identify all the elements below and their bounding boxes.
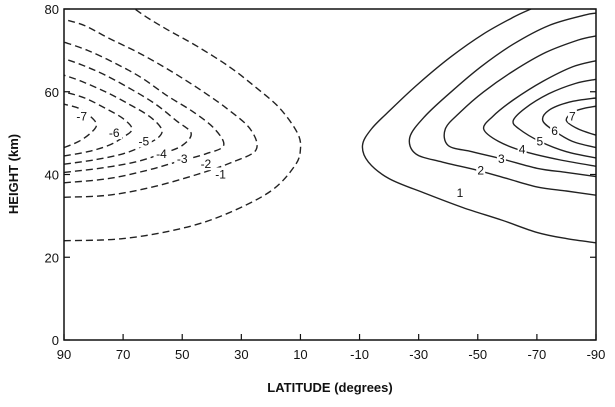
- contour-label: 7: [569, 110, 576, 124]
- contour-label: -4: [156, 147, 167, 161]
- x-tick-label: 50: [175, 347, 189, 362]
- x-axis-ticks: 90 70 50 30 10 -10 -30 -50 -70 -90: [57, 334, 606, 362]
- contour-label-background: [73, 109, 90, 123]
- contour-label: 2: [477, 163, 484, 177]
- x-tick-label: 30: [234, 347, 248, 362]
- contour-label-background: [174, 151, 191, 165]
- negative-contour-minus6: [63, 91, 133, 157]
- contour-label: 5: [536, 134, 543, 148]
- y-axis-ticks: 0 20 40 60 80: [45, 2, 596, 348]
- contour-label: -1: [215, 168, 226, 182]
- positive-contour-1: [361, 8, 597, 244]
- x-axis-title: LATITUDE (degrees): [267, 380, 392, 395]
- x-tick-label: 70: [116, 347, 130, 362]
- contour-label-background: [135, 134, 152, 148]
- x-tick-label: -30: [409, 347, 428, 362]
- contour-label: -5: [138, 134, 149, 148]
- contour-label: -6: [109, 126, 120, 140]
- positive-contour-4: [482, 60, 597, 167]
- contour-label: -3: [177, 152, 188, 166]
- contour-lines: [63, 8, 597, 244]
- negative-contour-minus3: [63, 41, 225, 184]
- y-axis-title: HEIGHT (km): [6, 134, 21, 214]
- positive-contour-2: [408, 12, 597, 196]
- contour-label-background: [197, 157, 214, 171]
- contour-label-background: [496, 151, 506, 165]
- x-tick-label: 90: [57, 347, 71, 362]
- contour-label-background: [517, 142, 527, 156]
- contour-label: 6: [551, 124, 558, 138]
- contour-label: -2: [201, 157, 212, 171]
- x-tick-label: -10: [350, 347, 369, 362]
- contour-label-background: [106, 126, 123, 140]
- y-tick-label: 40: [45, 168, 59, 183]
- plot-frame: [63, 8, 597, 341]
- contour-label-background: [567, 109, 577, 123]
- contour-label: 3: [498, 152, 505, 166]
- negative-contour-minus7: [63, 103, 98, 149]
- y-tick-label: 60: [45, 85, 59, 100]
- y-tick-label: 80: [45, 2, 59, 17]
- negative-contour-minus4: [63, 58, 192, 174]
- contour-label-background: [212, 167, 229, 181]
- y-tick-label: 0: [52, 333, 59, 348]
- contour-label-background: [476, 163, 486, 177]
- x-tick-label: 10: [293, 347, 307, 362]
- contour-label-background: [550, 124, 560, 138]
- positive-contour-6: [541, 97, 597, 149]
- contour-label-background: [455, 186, 465, 200]
- negative-contour-minus2: [63, 18, 258, 198]
- positive-contour-3: [443, 35, 597, 178]
- x-tick-label: -90: [587, 347, 606, 362]
- negative-contour-minus1: [63, 8, 302, 242]
- x-tick-label: -70: [527, 347, 546, 362]
- contour-label: -7: [76, 110, 87, 124]
- contour-label-background: [153, 146, 170, 160]
- contour-label-background: [535, 134, 545, 148]
- contour-label: 1: [457, 186, 464, 200]
- positive-contour-5: [512, 78, 597, 159]
- y-tick-label: 20: [45, 250, 59, 265]
- contour-label: 4: [519, 143, 526, 157]
- x-tick-label: -50: [468, 347, 487, 362]
